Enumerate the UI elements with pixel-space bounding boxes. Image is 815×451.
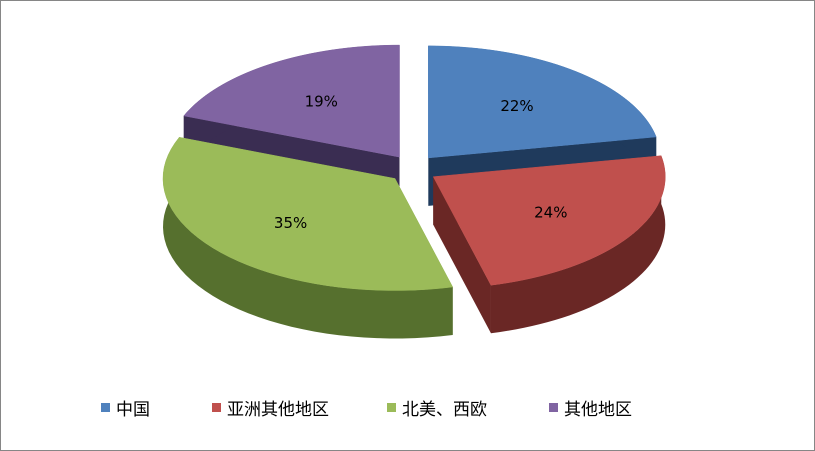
legend-swatch (549, 403, 558, 412)
legend-swatch (212, 403, 221, 412)
slice-side-wall (490, 155, 666, 334)
slice-top-2 (162, 137, 454, 291)
legend-label: 中国 (116, 400, 150, 420)
data-label: 35% (274, 214, 307, 232)
data-label: 19% (305, 93, 338, 111)
legend-label: 北美、西欧 (402, 400, 487, 420)
slice-top-0 (428, 45, 657, 159)
legend-item-china: 中国 (101, 395, 150, 420)
legend-item-other: 其他地区 (549, 395, 632, 420)
slice-cut-face (433, 176, 491, 334)
data-label: 24% (534, 204, 567, 222)
data-label: 22% (500, 97, 533, 115)
legend: 中国 亚洲其他地区 北美、西欧 其他地区 (101, 395, 694, 420)
slice-side-wall (163, 137, 453, 339)
legend-swatch (101, 403, 110, 412)
legend-item-other-asia: 亚洲其他地区 (212, 395, 329, 420)
legend-item-na-we: 北美、西欧 (387, 395, 487, 420)
legend-swatch (387, 403, 396, 412)
slice-top-1 (432, 155, 666, 286)
legend-label: 亚洲其他地区 (227, 400, 329, 420)
slice-top-3 (183, 44, 400, 158)
legend-label: 其他地区 (564, 400, 632, 420)
